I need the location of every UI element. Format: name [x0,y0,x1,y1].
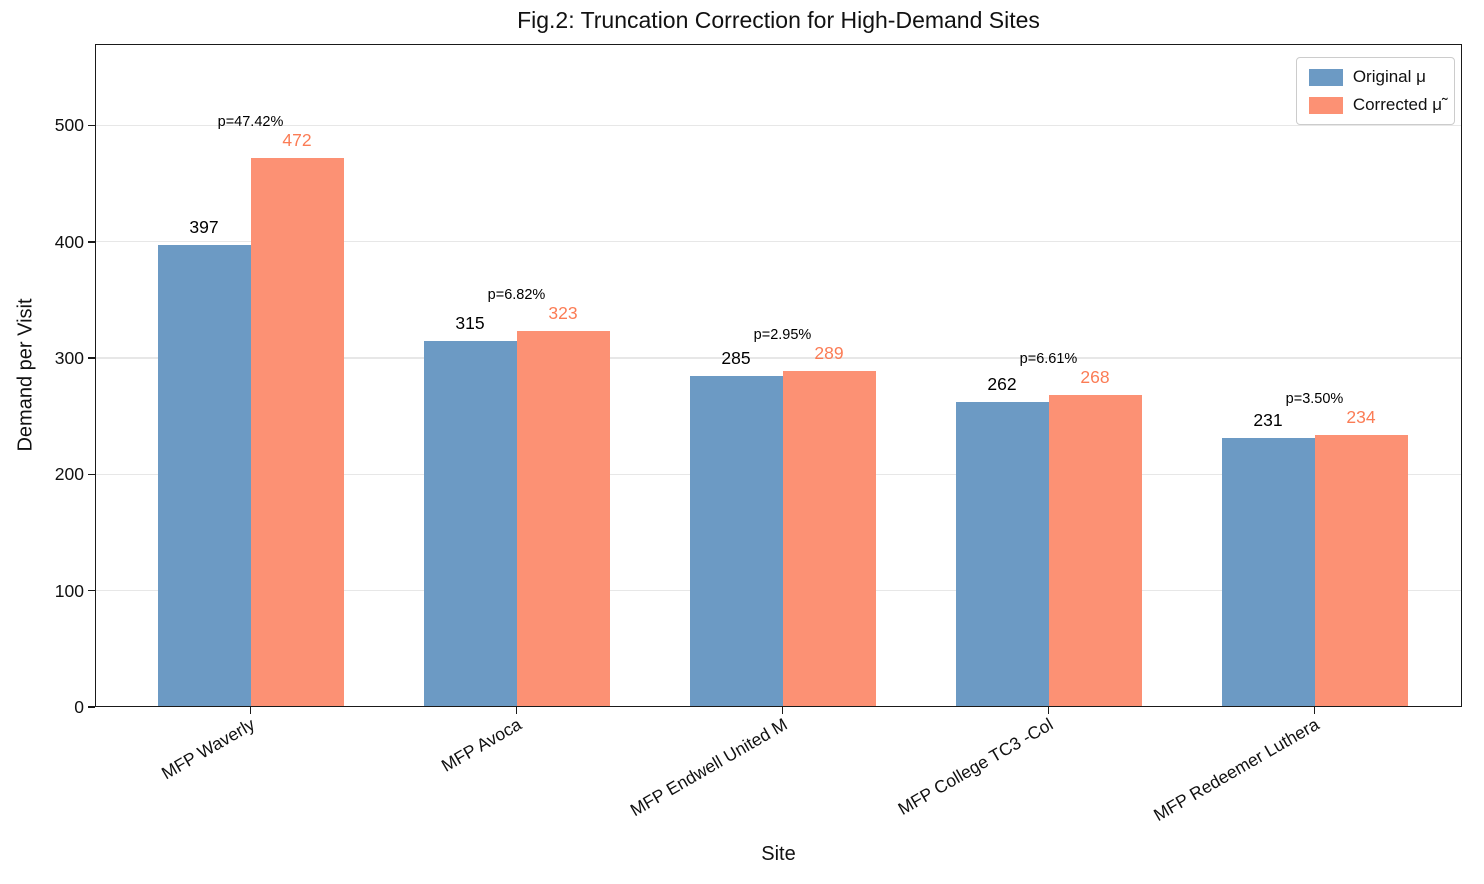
x-tick-mark [781,707,784,714]
x-axis-label: Site [761,843,796,865]
y-tick-label: 300 [54,348,84,369]
legend-swatch-corrected [1308,96,1343,114]
bar-original [955,402,1049,707]
x-tick-mark [1047,707,1050,714]
gridline [95,357,1462,359]
x-tick-mark [515,707,518,714]
bar-corrected [782,370,876,707]
p-value-annotation: p=2.95% [753,326,812,343]
chart-title: Fig.2: Truncation Correction for High-De… [517,7,1040,33]
p-value-annotation: p=6.61% [1019,351,1078,368]
legend: Original μ Corrected μ̃ [1295,57,1455,125]
p-value-annotation: p=3.50% [1285,390,1344,407]
y-tick-mark [88,473,95,476]
legend-label-original: Original μ [1352,67,1426,86]
bar-value-original: 262 [987,374,1017,395]
legend-item-corrected: Corrected μ̃ [1308,95,1442,115]
bar-value-corrected: 234 [1346,406,1376,427]
x-tick-label: MFP Endwell United M [626,714,791,821]
bar-corrected [516,331,610,707]
legend-swatch-original [1308,68,1343,86]
y-tick-label: 0 [74,697,84,717]
bar-value-original: 315 [455,312,485,333]
y-tick-mark [88,357,95,359]
bar-value-original: 285 [721,347,751,368]
bar-original [689,375,783,707]
x-tick-label: MFP Waverly [158,714,259,784]
bar-corrected [250,158,344,707]
bar-value-corrected: 268 [1080,367,1110,388]
y-tick-label: 400 [54,231,84,252]
bar-corrected [1314,434,1408,707]
bar-corrected [1048,395,1142,707]
y-tick-label: 100 [54,580,84,601]
bar-value-original: 231 [1253,410,1283,431]
y-axis-label: Demand per Visit [14,298,37,452]
y-tick-mark [88,589,95,592]
y-tick-mark [88,240,95,243]
y-tick-label: 200 [54,464,84,485]
x-tick-mark [1313,707,1316,714]
y-tick-label: 500 [54,115,84,136]
plot-area: 397 472 p=47.42% 315 323 p=6.82% 285 289 p=2.95%… [95,44,1462,707]
bar-original [423,340,517,707]
legend-label-corrected: Corrected μ̃ [1352,95,1442,114]
x-tick-label: MFP Redeemer Luthera [1150,714,1323,826]
p-value-annotation: p=6.82% [487,287,546,304]
x-tick-label: MFP College TC3 -Col [894,714,1057,820]
bar-value-corrected: 472 [282,130,312,150]
bar-original [157,245,251,707]
bar-value-original: 397 [189,217,219,238]
y-tick-mark [88,124,95,127]
x-tick-mark [249,707,252,714]
bar-original [1221,438,1315,707]
gridline [95,240,1462,243]
legend-item-original: Original μ [1308,67,1442,87]
x-tick-label: MFP Avoca [437,714,525,776]
p-value-annotation: p=47.42% [217,114,284,130]
bar-value-corrected: 323 [548,303,578,324]
gridline [95,124,1462,127]
y-tick-mark [88,706,95,708]
bar-value-corrected: 289 [814,342,844,363]
